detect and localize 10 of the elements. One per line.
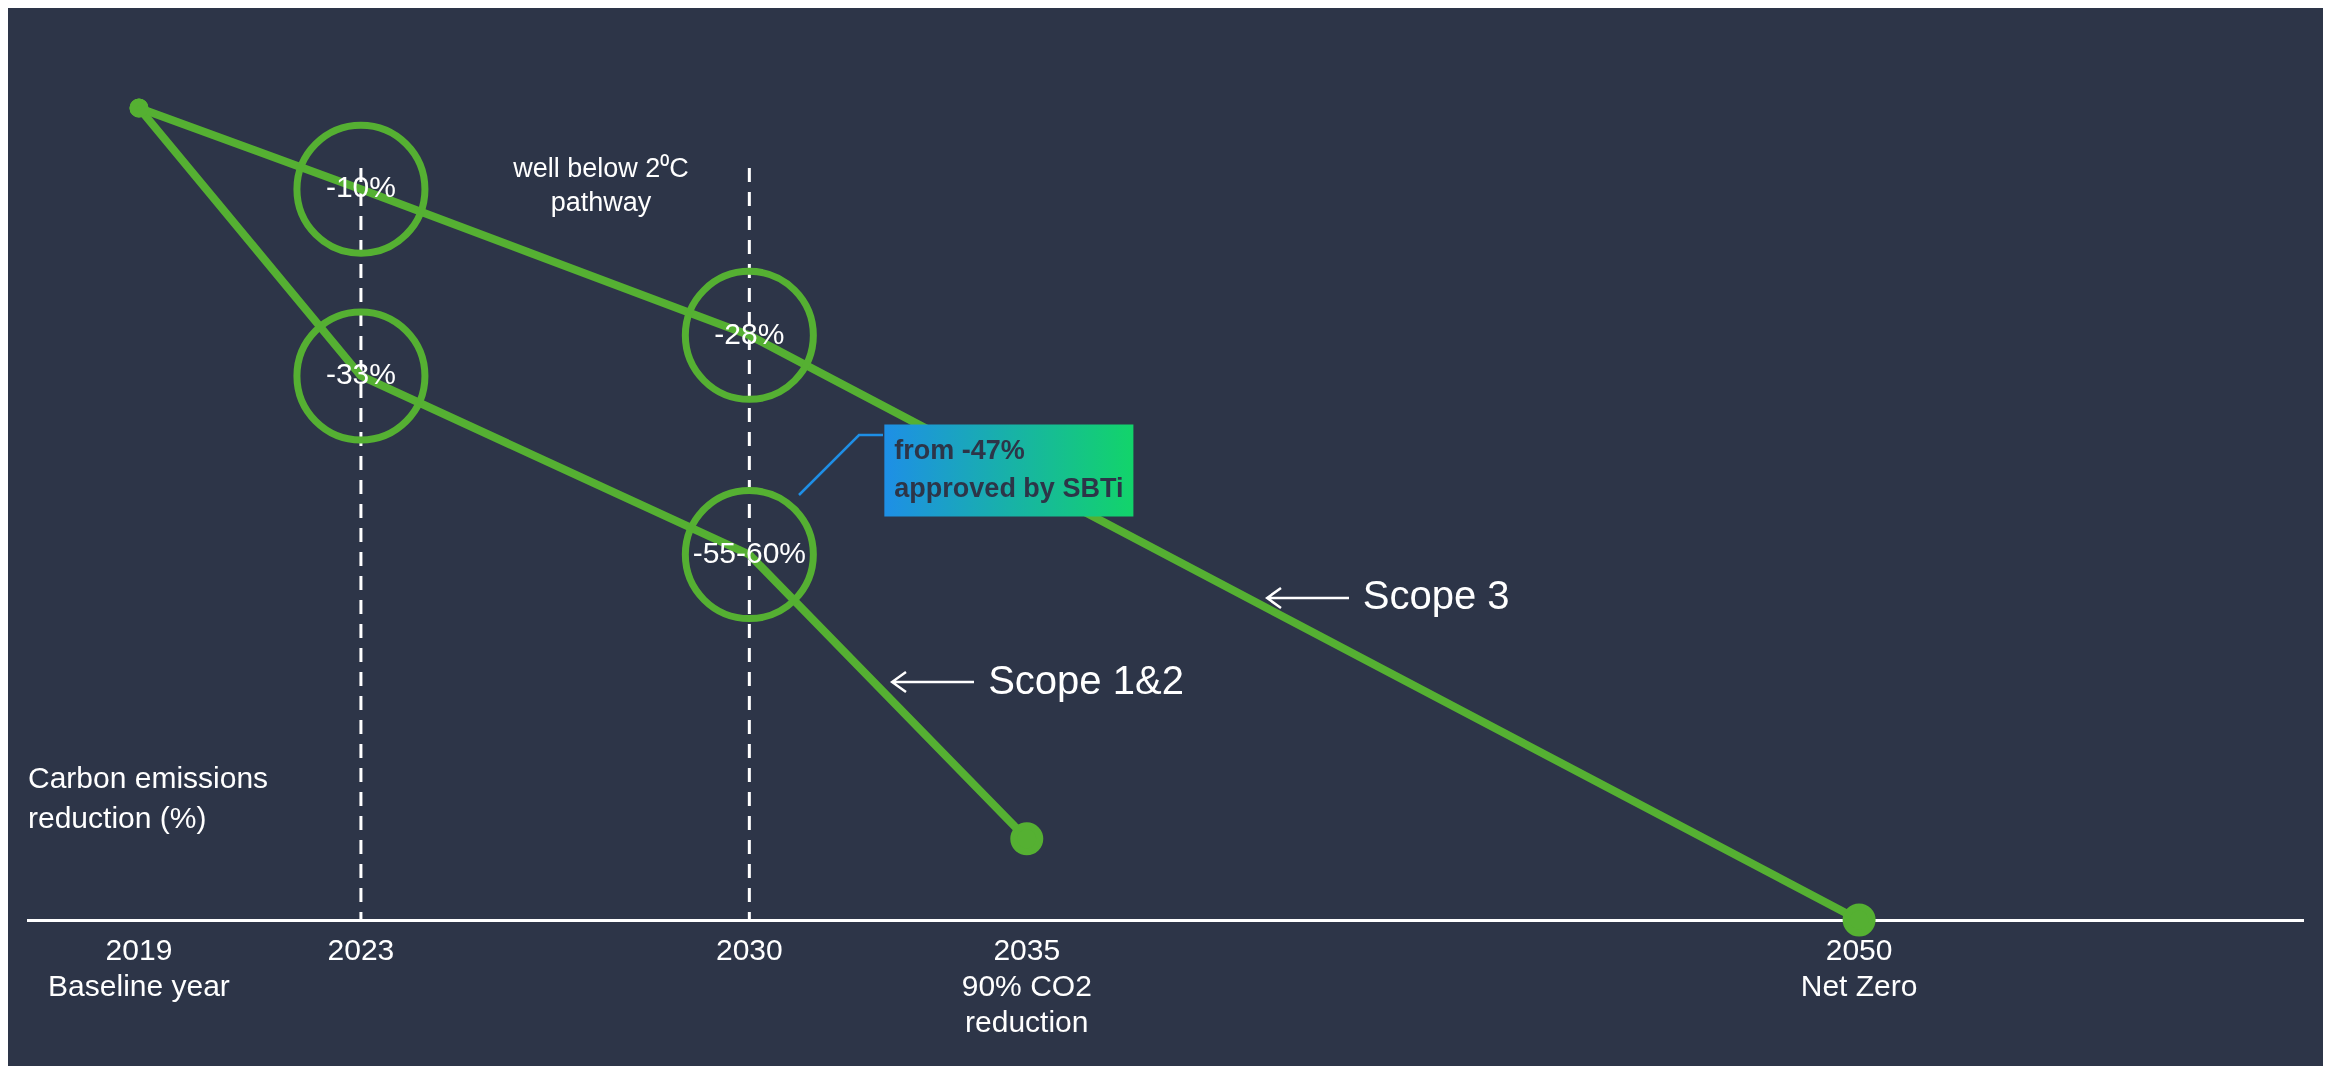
- series-label: Scope 1&2: [988, 657, 1184, 702]
- annotation: from -47% approved by SBTi: [894, 435, 1124, 504]
- x-tick-label: 2050 Net Zero: [1800, 933, 1918, 1003]
- series-label: Scope 3: [1362, 573, 1510, 618]
- x-tick-label: 2035 90% CO2 reduction: [961, 933, 1092, 1039]
- x-tick-label: 2019 Baseline year: [48, 933, 230, 1003]
- x-tick-label: 2023: [327, 933, 395, 967]
- annotation: well below 2⁰C pathway: [512, 152, 689, 217]
- x-tick-label: 2030: [715, 933, 783, 967]
- y-axis-title: Carbon emissions reduction (%): [28, 761, 269, 835]
